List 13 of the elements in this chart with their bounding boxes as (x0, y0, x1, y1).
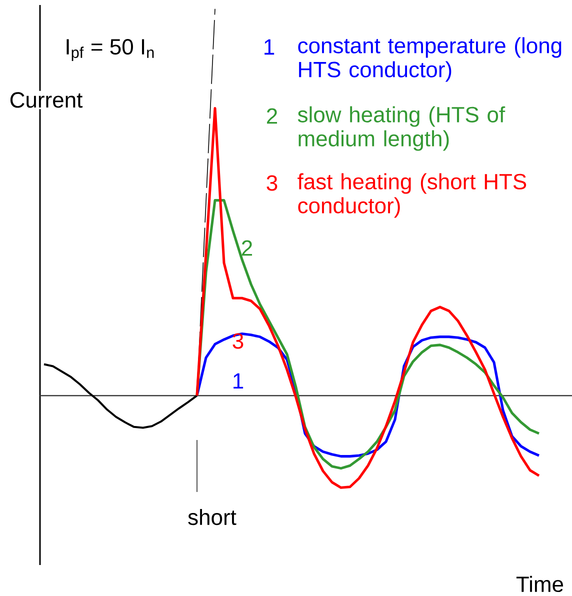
annotation: 1 (234, 373, 244, 389)
y-axis-title: Current (10, 92, 83, 108)
annotation: 2 (242, 240, 252, 256)
text: slow heating (HTS of medium length) (298, 106, 506, 151)
annotation: 3 (232, 333, 244, 349)
text: short (188, 508, 236, 526)
annotation: 2 (266, 108, 278, 124)
annotation: 1 (264, 39, 274, 55)
text: Time (516, 576, 564, 592)
text: fast heating (short HTS conductor) (298, 173, 526, 218)
annotation: 3 (266, 175, 278, 191)
annotation: I$_{pf}$ = 50 I$_{n}$ (66, 39, 154, 62)
text: constant temperature (long HTS conductor) (298, 37, 562, 82)
